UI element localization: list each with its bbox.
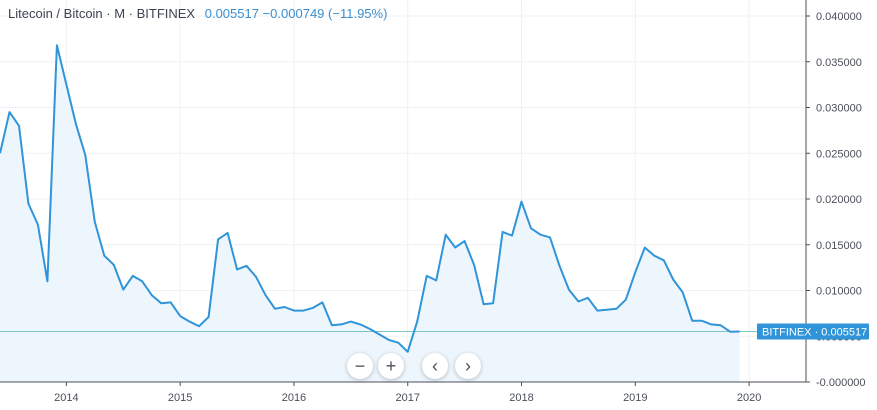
price-area-fill <box>0 45 740 383</box>
y-tick-label: 0.010000 <box>816 286 862 298</box>
last-price-tag-background <box>757 323 869 340</box>
y-tick-label: -0.000000 <box>816 377 866 389</box>
x-tick-label: 2016 <box>282 392 306 404</box>
last-price-tag: BITFINEX · 0.005517 <box>757 323 869 340</box>
last-price-tag-value: 0.005517 <box>821 327 867 339</box>
last-price-value: 0.005517 <box>204 6 259 21</box>
last-price-tag-label: BITFINEX · 0.005517 <box>762 327 867 339</box>
chart-legend: Litecoin / Bitcoin · M · BITFINEX 0.0055… <box>8 6 387 21</box>
x-tick-label: 2014 <box>54 392 78 404</box>
scroll-right-button[interactable]: › <box>455 353 481 379</box>
minus-icon: − <box>354 355 366 376</box>
y-tick-label: 0.035000 <box>816 57 862 69</box>
plus-icon: + <box>385 355 397 376</box>
x-tick-label: 2015 <box>168 392 192 404</box>
y-tick-label: 0.025000 <box>816 148 862 160</box>
chevron-left-icon: ‹ <box>432 355 438 376</box>
y-tick-label: 0.015000 <box>816 240 862 252</box>
chevron-right-icon: › <box>465 355 471 376</box>
price-change-value: −0.000749 <box>262 6 325 21</box>
last-price-tag-exchange: BITFINEX <box>762 327 812 339</box>
zoom-in-button[interactable]: + <box>378 353 404 379</box>
zoom-out-button[interactable]: − <box>347 353 373 379</box>
x-tick-label: 2019 <box>623 392 647 404</box>
x-tick-label: 2017 <box>395 392 419 404</box>
x-tick-label: 2020 <box>737 392 761 404</box>
y-tick-label: 0.020000 <box>816 194 862 206</box>
x-tick-label: 2018 <box>509 392 533 404</box>
legend-values: 0.005517 −0.000749 (−11.95%) <box>205 6 388 21</box>
price-line <box>0 44 740 353</box>
time-axis[interactable]: 2014 2015 2016 2017 2018 2019 2020 <box>54 382 761 404</box>
price-change-percent: (−11.95%) <box>328 6 388 21</box>
y-tick-label: 0.040000 <box>816 11 862 23</box>
symbol-title[interactable]: Litecoin / Bitcoin · M · BITFINEX <box>8 6 196 21</box>
scroll-left-button[interactable]: ‹ <box>422 353 448 379</box>
y-tick-label: 0.030000 <box>816 103 862 115</box>
